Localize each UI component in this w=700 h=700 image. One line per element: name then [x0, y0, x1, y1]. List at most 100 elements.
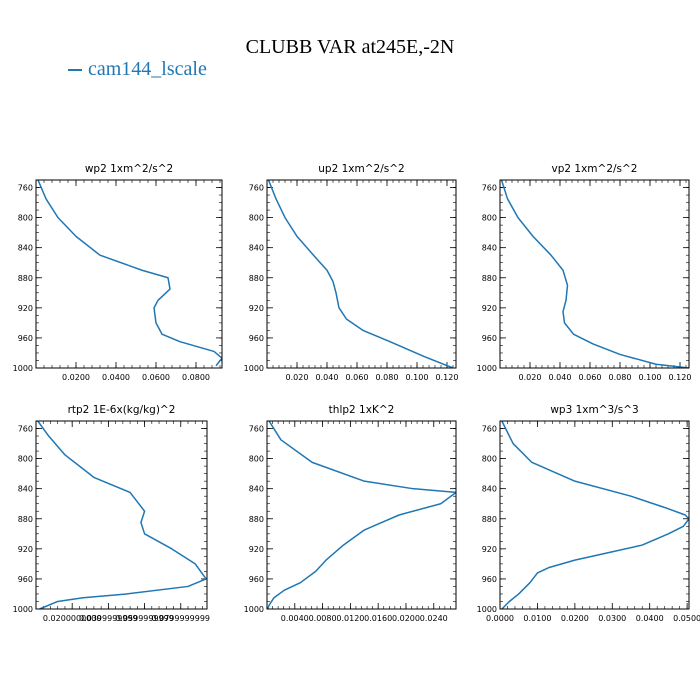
- x-tick-label: 0.0400: [636, 614, 664, 623]
- x-tick-label: 0.0040: [281, 614, 309, 623]
- y-tick-label: 840: [482, 485, 497, 494]
- x-tick-label: 0.0300: [598, 614, 626, 623]
- subplot-1: wp2 1xm^2/s^2 0.0200 0.0400 0.0600 0.0800 760…: [13, 163, 223, 382]
- x-tick-label: 0.0400: [102, 373, 130, 382]
- y-tick-label: 920: [18, 304, 33, 313]
- y-tick-label: 880: [482, 515, 497, 524]
- legend-label: cam144_lscale: [88, 58, 207, 80]
- subplot-title: up2 1xm^2/s^2: [318, 163, 404, 175]
- y-tick-label: 960: [482, 575, 497, 584]
- plot-frame: [266, 420, 457, 610]
- x-tick-label: 0.0160: [364, 614, 392, 623]
- y-tick-label: 920: [249, 304, 264, 313]
- y-tick-label: 800: [249, 455, 264, 464]
- y-tick-label: 960: [18, 575, 33, 584]
- legend-line-swatch: [68, 69, 82, 72]
- series-line: [500, 180, 689, 368]
- subplot-6: wp3 1xm^3/s^3 0.0000 0.0100 0.0200 0.0300 0.0…: [477, 404, 700, 623]
- x-tick-label: 0.100: [406, 373, 429, 382]
- plot-frame: [499, 420, 690, 610]
- y-tick-label: 920: [482, 304, 497, 313]
- x-tick-label: 0.060: [346, 373, 369, 382]
- y-tick-label: 920: [249, 545, 264, 554]
- y-tick-label: 1000: [13, 364, 33, 373]
- y-tick-label: 800: [249, 214, 264, 223]
- y-tick-label: 760: [18, 184, 33, 193]
- x-tick-label: 0.080: [609, 373, 632, 382]
- y-tick-label: 840: [18, 244, 33, 253]
- legend: cam144_lscale: [68, 58, 207, 81]
- x-tick-label: 0.120: [436, 373, 459, 382]
- x-tick-label: 0.0799999999: [151, 614, 210, 623]
- y-tick-label: 1000: [477, 364, 497, 373]
- subplot-title: vp2 1xm^2/s^2: [552, 163, 638, 175]
- x-tick-label: 0.020: [286, 373, 309, 382]
- x-tick-label: 0.100: [639, 373, 662, 382]
- y-tick-label: 880: [249, 274, 264, 283]
- x-tick-label: 0.0200: [392, 614, 420, 623]
- y-tick-label: 960: [18, 334, 33, 343]
- x-tick-label: 0.0240: [420, 614, 448, 623]
- series-line: [37, 180, 222, 367]
- y-tick-label: 880: [482, 274, 497, 283]
- x-tick-label: 0.0600: [142, 373, 170, 382]
- series-line: [501, 421, 689, 609]
- y-tick-label: 1000: [477, 605, 497, 614]
- x-tick-label: 0.080: [376, 373, 399, 382]
- x-tick-label: 0.120: [669, 373, 692, 382]
- y-tick-label: 880: [249, 515, 264, 524]
- x-tick-label: 0.0200000000: [43, 614, 102, 623]
- x-tick-label: 0.0200: [62, 373, 90, 382]
- x-tick-label: 0.0800: [182, 373, 210, 382]
- x-tick-label: 0.020: [519, 373, 542, 382]
- plot-frame: [35, 179, 223, 369]
- series-line: [267, 180, 454, 368]
- x-tick-label: 0.0200: [561, 614, 589, 623]
- y-tick-label: 840: [249, 244, 264, 253]
- y-tick-label: 760: [482, 184, 497, 193]
- subplot-title: wp3 1xm^3/s^3: [550, 404, 638, 416]
- x-tick-label: 0.040: [316, 373, 339, 382]
- x-tick-label: 0.0399999999: [79, 614, 138, 623]
- plot-frame: [499, 179, 690, 369]
- plot-frame: [35, 420, 208, 610]
- y-tick-label: 880: [18, 515, 33, 524]
- subplot-title: wp2 1xm^2/s^2: [85, 163, 173, 175]
- y-tick-label: 840: [482, 244, 497, 253]
- y-tick-label: 840: [18, 485, 33, 494]
- y-tick-label: 760: [18, 425, 33, 434]
- y-tick-label: 800: [18, 455, 33, 464]
- y-tick-label: 760: [249, 425, 264, 434]
- y-tick-label: 840: [249, 485, 264, 494]
- x-tick-label: 0.0599999999: [115, 614, 174, 623]
- y-tick-label: 1000: [13, 605, 33, 614]
- y-tick-label: 760: [249, 184, 264, 193]
- x-tick-label: 0.0080: [309, 614, 337, 623]
- subplot-2: up2 1xm^2/s^2 0.020 0.040 0.060 0.080 0.100 0.…: [244, 163, 459, 382]
- y-tick-label: 800: [482, 214, 497, 223]
- subplot-5: thlp2 1xK^2 0.0040 0.0080 0.0120 0.0160 0.020…: [244, 404, 457, 623]
- y-tick-label: 1000: [244, 605, 264, 614]
- series-line: [267, 421, 456, 609]
- y-tick-label: 760: [482, 425, 497, 434]
- subplot-title: rtp2 1E-6x(kg/kg)^2: [68, 404, 176, 416]
- y-tick-label: 800: [18, 214, 33, 223]
- x-tick-label: 0.0100: [523, 614, 551, 623]
- x-tick-label: 0.060: [579, 373, 602, 382]
- plot-frame: [266, 179, 457, 369]
- x-tick-label: 0.040: [549, 373, 572, 382]
- series-line: [37, 421, 207, 609]
- subplot-4: rtp2 1E-6x(kg/kg)^2 0.02000000000.0399999…: [13, 404, 210, 623]
- y-tick-label: 800: [482, 455, 497, 464]
- y-tick-label: 920: [482, 545, 497, 554]
- y-tick-label: 960: [249, 334, 264, 343]
- y-tick-label: 880: [18, 274, 33, 283]
- x-tick-label: 0.0000: [486, 614, 514, 623]
- y-tick-label: 1000: [244, 364, 264, 373]
- y-tick-label: 960: [249, 575, 264, 584]
- figure-title: CLUBB VAR at245E,-2N: [245, 36, 455, 58]
- y-tick-label: 920: [18, 545, 33, 554]
- x-tick-label: 0.0120: [336, 614, 364, 623]
- subplot-title: thlp2 1xK^2: [329, 404, 395, 416]
